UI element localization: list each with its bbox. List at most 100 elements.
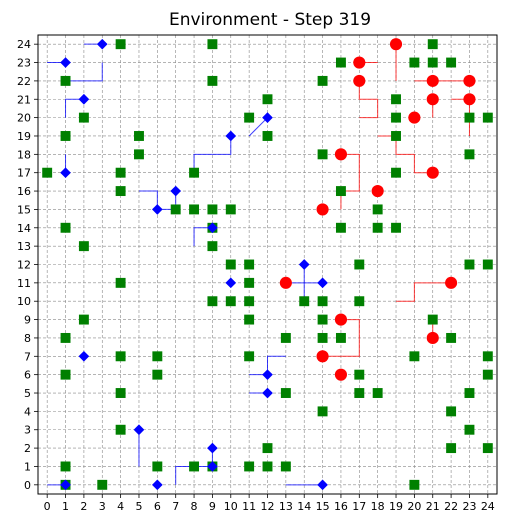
- y-tick-label: 0: [24, 479, 31, 492]
- red-agent-circle: [445, 276, 458, 289]
- food-square: [244, 314, 255, 325]
- blue-agent-diamond: [60, 57, 71, 68]
- food-square: [335, 222, 346, 233]
- food-square: [391, 222, 401, 233]
- food-square: [482, 112, 493, 123]
- food-square: [482, 259, 493, 270]
- x-tick-label: 0: [44, 500, 51, 513]
- food-square: [207, 296, 218, 307]
- food-square: [427, 57, 438, 68]
- food-square: [97, 479, 108, 490]
- food-square: [244, 277, 255, 288]
- x-tick-label: 6: [154, 500, 161, 513]
- food-square: [60, 369, 71, 380]
- food-square: [354, 259, 365, 270]
- food-square: [409, 351, 420, 362]
- y-tick-label: 17: [17, 167, 31, 180]
- food-square: [317, 149, 328, 160]
- food-square: [317, 75, 328, 86]
- red-agent-circle: [371, 185, 384, 198]
- food-square: [225, 259, 236, 270]
- red-agent-circle: [353, 56, 366, 69]
- food-square: [262, 461, 273, 472]
- food-square: [152, 369, 163, 380]
- x-tick-label: 14: [297, 500, 311, 513]
- blue-agent-diamond: [170, 185, 182, 197]
- food-square: [60, 131, 71, 141]
- x-tick-label: 19: [389, 500, 403, 513]
- food-square: [262, 443, 273, 454]
- y-tick-label: 4: [24, 405, 31, 418]
- food-square: [115, 167, 126, 178]
- food-square: [244, 259, 255, 270]
- x-tick-label: 21: [426, 500, 440, 513]
- food-square: [60, 222, 71, 233]
- food-square: [60, 461, 71, 472]
- food-square: [464, 388, 475, 398]
- food-square: [372, 204, 383, 215]
- x-tick-label: 10: [224, 500, 238, 513]
- x-tick-label: 4: [117, 500, 124, 513]
- x-tick-label: 22: [444, 500, 458, 513]
- x-tick-label: 12: [261, 500, 275, 513]
- food-square: [280, 461, 291, 472]
- x-tick-label: 3: [99, 500, 106, 513]
- food-square: [317, 296, 328, 307]
- x-tick-label: 20: [407, 500, 421, 513]
- food-square: [207, 39, 218, 50]
- x-tick-label: 5: [135, 500, 142, 513]
- x-tick-label: 16: [334, 500, 348, 513]
- food-square: [115, 388, 126, 398]
- red-agent-trail: [340, 319, 360, 338]
- food-square: [317, 314, 328, 325]
- red-agent-circle: [334, 313, 347, 326]
- blue-agent-diamond: [317, 277, 328, 289]
- food-square: [60, 75, 71, 86]
- food-square: [354, 296, 365, 307]
- food-square: [335, 186, 346, 197]
- blue-agent-trail: [193, 135, 232, 173]
- blue-agent-trail: [249, 355, 286, 376]
- food-square: [335, 332, 346, 343]
- y-tick-label: 10: [17, 295, 31, 308]
- blue-agent-trail: [248, 117, 268, 137]
- axis-ticks: 0 1 2 3 4 5 6 7 8 9 10 11 12 13 14 15 16 17 18 19 20 21 22 23 24…: [17, 38, 495, 513]
- blue-agent-diamond: [262, 112, 273, 123]
- food-square: [78, 241, 89, 252]
- blue-agent-trail: [193, 227, 213, 247]
- plot-points: [42, 38, 493, 491]
- y-tick-label: 8: [24, 332, 31, 345]
- food-square: [446, 57, 457, 68]
- food-square: [152, 461, 163, 472]
- food-square: [482, 351, 493, 362]
- food-square: [409, 57, 420, 68]
- food-square: [464, 112, 475, 123]
- food-square: [299, 296, 310, 307]
- y-tick-label: 14: [17, 222, 31, 235]
- blue-agent-diamond: [207, 442, 218, 454]
- y-tick-label: 24: [17, 38, 31, 51]
- x-tick-label: 15: [316, 500, 330, 513]
- food-square: [354, 388, 365, 398]
- food-square: [446, 443, 457, 454]
- food-square: [446, 332, 457, 343]
- y-tick-label: 12: [17, 259, 31, 272]
- food-square: [115, 39, 126, 50]
- x-tick-label: 9: [209, 500, 216, 513]
- food-square: [262, 131, 273, 141]
- food-square: [391, 112, 401, 123]
- blue-agent-diamond: [207, 461, 218, 472]
- red-agent-trail: [358, 80, 379, 119]
- food-square: [244, 112, 255, 123]
- red-agent-circle: [316, 350, 329, 363]
- blue-agent-trail: [65, 62, 103, 82]
- y-tick-label: 7: [24, 350, 31, 363]
- food-square: [391, 94, 401, 105]
- x-tick-label: 7: [172, 500, 179, 513]
- red-agent-circle: [463, 93, 476, 106]
- blue-agent-diamond: [262, 387, 273, 399]
- food-square: [134, 149, 144, 160]
- y-tick-label: 11: [17, 277, 31, 290]
- food-square: [464, 149, 475, 160]
- food-square: [207, 241, 218, 252]
